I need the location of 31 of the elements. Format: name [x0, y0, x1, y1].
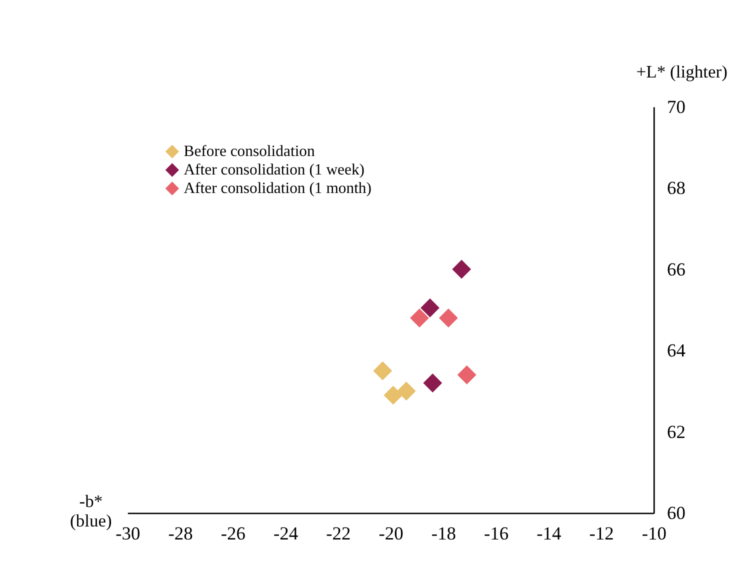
legend-label: Before consolidation [184, 143, 316, 160]
legend-label: After consolidation (1 month) [184, 180, 372, 198]
y-tick-label: 62 [667, 422, 686, 442]
x-tick-label: -24 [273, 523, 298, 544]
legend-label: After consolidation (1 week) [184, 162, 365, 179]
point [452, 260, 472, 279]
x-tick-label: -12 [589, 523, 614, 544]
y-tick-label: 68 [667, 178, 686, 198]
y-axis-title: +L* (lighter) [636, 62, 728, 82]
point [384, 386, 403, 405]
point [373, 361, 392, 380]
point [438, 308, 458, 328]
x-axis-title: -b* (blue) [70, 491, 112, 530]
point [396, 382, 416, 401]
x-tick-label: -16 [484, 523, 509, 544]
x-tick-label: -10 [642, 523, 666, 544]
y-tick-label: 60 [667, 503, 686, 524]
x-tick-label: -22 [326, 523, 351, 544]
x-tick-label: -14 [536, 523, 562, 544]
point [457, 365, 476, 384]
x-tick-label: -28 [168, 523, 193, 544]
y-tick-label: 70 [667, 96, 686, 117]
point [410, 308, 429, 328]
x-tick-label: -30 [116, 523, 140, 544]
x-tick-label: -18 [431, 523, 456, 544]
x-tick-label: -26 [220, 523, 246, 544]
x-tick-label: -20 [378, 523, 404, 544]
y-tick-label: 66 [667, 259, 686, 280]
y-tick-label: 64 [667, 340, 686, 361]
point [423, 374, 442, 392]
point [420, 298, 440, 318]
